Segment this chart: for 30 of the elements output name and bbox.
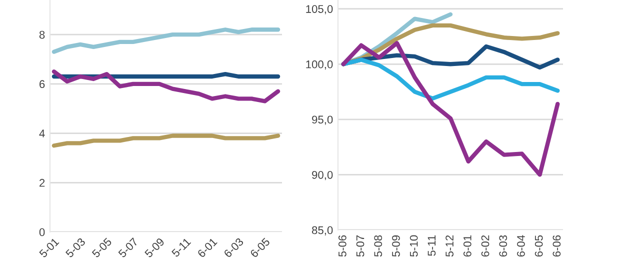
y-tick-label: 105,0	[306, 5, 333, 14]
y-tick-label: 0	[39, 228, 45, 236]
x-tick-label: 6-01	[197, 237, 218, 258]
y-tick-label: 85,0	[312, 226, 333, 236]
x-tick-label: 5-01	[38, 237, 60, 258]
x-tick-label: 5-12	[446, 235, 454, 257]
y-tick-label: 2	[40, 178, 45, 187]
y-tick-label: 6	[40, 80, 45, 88]
x-tick-label: 5-11	[428, 235, 436, 256]
x-tick-label: 6-05	[534, 235, 543, 257]
x-tick-label: 6-01	[463, 235, 472, 257]
x-tick-label: 6-03	[499, 235, 508, 257]
x-tick-label: 5-11	[171, 238, 192, 258]
x-tick-label: 5-10	[410, 235, 418, 257]
y-tick-label: 90,0	[312, 170, 333, 180]
y-tick-label: 8	[39, 30, 45, 39]
x-tick-label: 5-06	[338, 235, 346, 257]
x-tick-label: 5-08	[374, 235, 382, 257]
line-series	[52, 134, 280, 148]
y-tick-label: 4	[39, 130, 45, 138]
y-tick-label: 100,0	[306, 60, 333, 70]
line-series	[341, 41, 560, 177]
x-tick-label: 6-06	[552, 235, 561, 257]
x-tick-label: 5-09	[392, 235, 400, 257]
line-series	[52, 28, 280, 54]
x-tick-label: 5-07	[356, 235, 364, 257]
x-tick-label: 6-04	[517, 235, 525, 257]
y-tick-label: 95,0	[312, 116, 333, 125]
x-tick-label: 6-02	[481, 235, 490, 257]
line-series	[52, 69, 280, 104]
